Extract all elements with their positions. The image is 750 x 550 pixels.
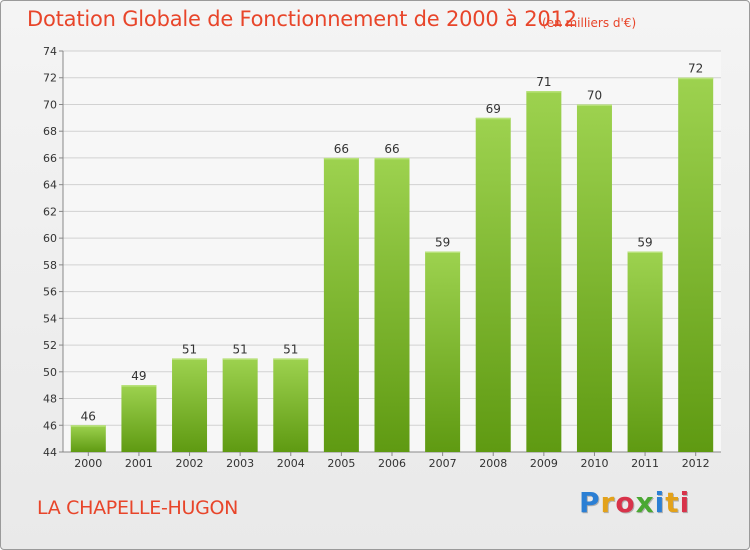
y-tick-label: 64 — [43, 179, 57, 192]
x-tick-label: 2009 — [530, 457, 558, 470]
bar — [425, 251, 461, 452]
bar-top-edge — [222, 358, 258, 360]
data-label: 49 — [131, 369, 146, 383]
bar-top-edge — [425, 251, 461, 253]
chart-unit: (en milliers d'€) — [542, 16, 637, 30]
bar — [323, 157, 359, 452]
bar — [526, 91, 562, 452]
x-tick-label: 2001 — [125, 457, 153, 470]
data-label: 70 — [587, 88, 602, 102]
bar — [222, 358, 258, 452]
data-label: 51 — [182, 342, 197, 356]
bar — [172, 358, 208, 452]
bar — [678, 77, 714, 452]
y-tick-label: 60 — [43, 232, 57, 245]
bar-top-edge — [70, 425, 106, 427]
plot-area: 44 46 48 50 52 54 56 58 60 62 64 66 68 70 72 74 46 2000 49… — [43, 45, 721, 470]
x-tick-label: 2004 — [277, 457, 305, 470]
bar-top-edge — [323, 157, 359, 160]
x-tick-label: 2005 — [327, 457, 355, 470]
y-tick-label: 74 — [43, 45, 57, 58]
y-tick-label: 70 — [43, 98, 57, 111]
x-tick-label: 2002 — [176, 457, 204, 470]
x-tick-label: 2007 — [429, 457, 457, 470]
commune-name: LA CHAPELLE-HUGON — [37, 497, 239, 519]
bar-top-edge — [475, 117, 511, 120]
x-tick-label: 2006 — [378, 457, 406, 470]
data-label: 71 — [536, 75, 551, 89]
y-tick-label: 54 — [43, 312, 57, 325]
y-tick-label: 50 — [43, 366, 57, 379]
x-tick-label: 2012 — [682, 457, 710, 470]
y-tick-label: 56 — [43, 286, 57, 299]
bar-top-edge — [526, 91, 562, 93]
data-label: 66 — [334, 142, 349, 156]
bar — [70, 425, 106, 452]
y-tick-label: 46 — [43, 419, 57, 432]
proxiti-logo[interactable]: Proxiti — [579, 486, 691, 519]
y-tick-label: 44 — [43, 446, 57, 459]
bar — [475, 117, 511, 452]
y-tick-label: 66 — [43, 152, 57, 165]
bar — [576, 104, 612, 452]
data-label: 66 — [384, 142, 399, 156]
bar — [121, 385, 157, 452]
bar-top-edge — [627, 251, 663, 253]
bar — [273, 358, 309, 452]
data-label: 72 — [688, 62, 703, 76]
data-label: 69 — [486, 102, 501, 116]
bar-top-edge — [576, 104, 612, 106]
data-label: 51 — [283, 342, 298, 356]
bar — [374, 157, 410, 452]
bar-top-edge — [172, 358, 208, 360]
bar-top-edge — [121, 385, 157, 387]
bar-top-edge — [678, 77, 714, 80]
bar — [627, 251, 663, 452]
data-label: 46 — [81, 409, 96, 423]
data-label: 59 — [637, 236, 652, 250]
x-tick-label: 2011 — [631, 457, 659, 470]
y-tick-label: 48 — [43, 393, 57, 406]
y-tick-label: 52 — [43, 339, 57, 352]
y-tick-label: 72 — [43, 72, 57, 85]
bar-top-edge — [374, 157, 410, 160]
chart-title: Dotation Globale de Fonctionnement de 20… — [27, 7, 577, 31]
bar-top-edge — [273, 358, 309, 360]
x-tick-label: 2008 — [479, 457, 507, 470]
x-tick-label: 2003 — [226, 457, 254, 470]
x-tick-label: 2010 — [580, 457, 608, 470]
y-tick-label: 62 — [43, 205, 57, 218]
y-tick-label: 68 — [43, 125, 57, 138]
data-label: 59 — [435, 236, 450, 250]
y-tick-label: 58 — [43, 259, 57, 272]
x-tick-label: 2000 — [74, 457, 102, 470]
data-label: 51 — [233, 342, 248, 356]
